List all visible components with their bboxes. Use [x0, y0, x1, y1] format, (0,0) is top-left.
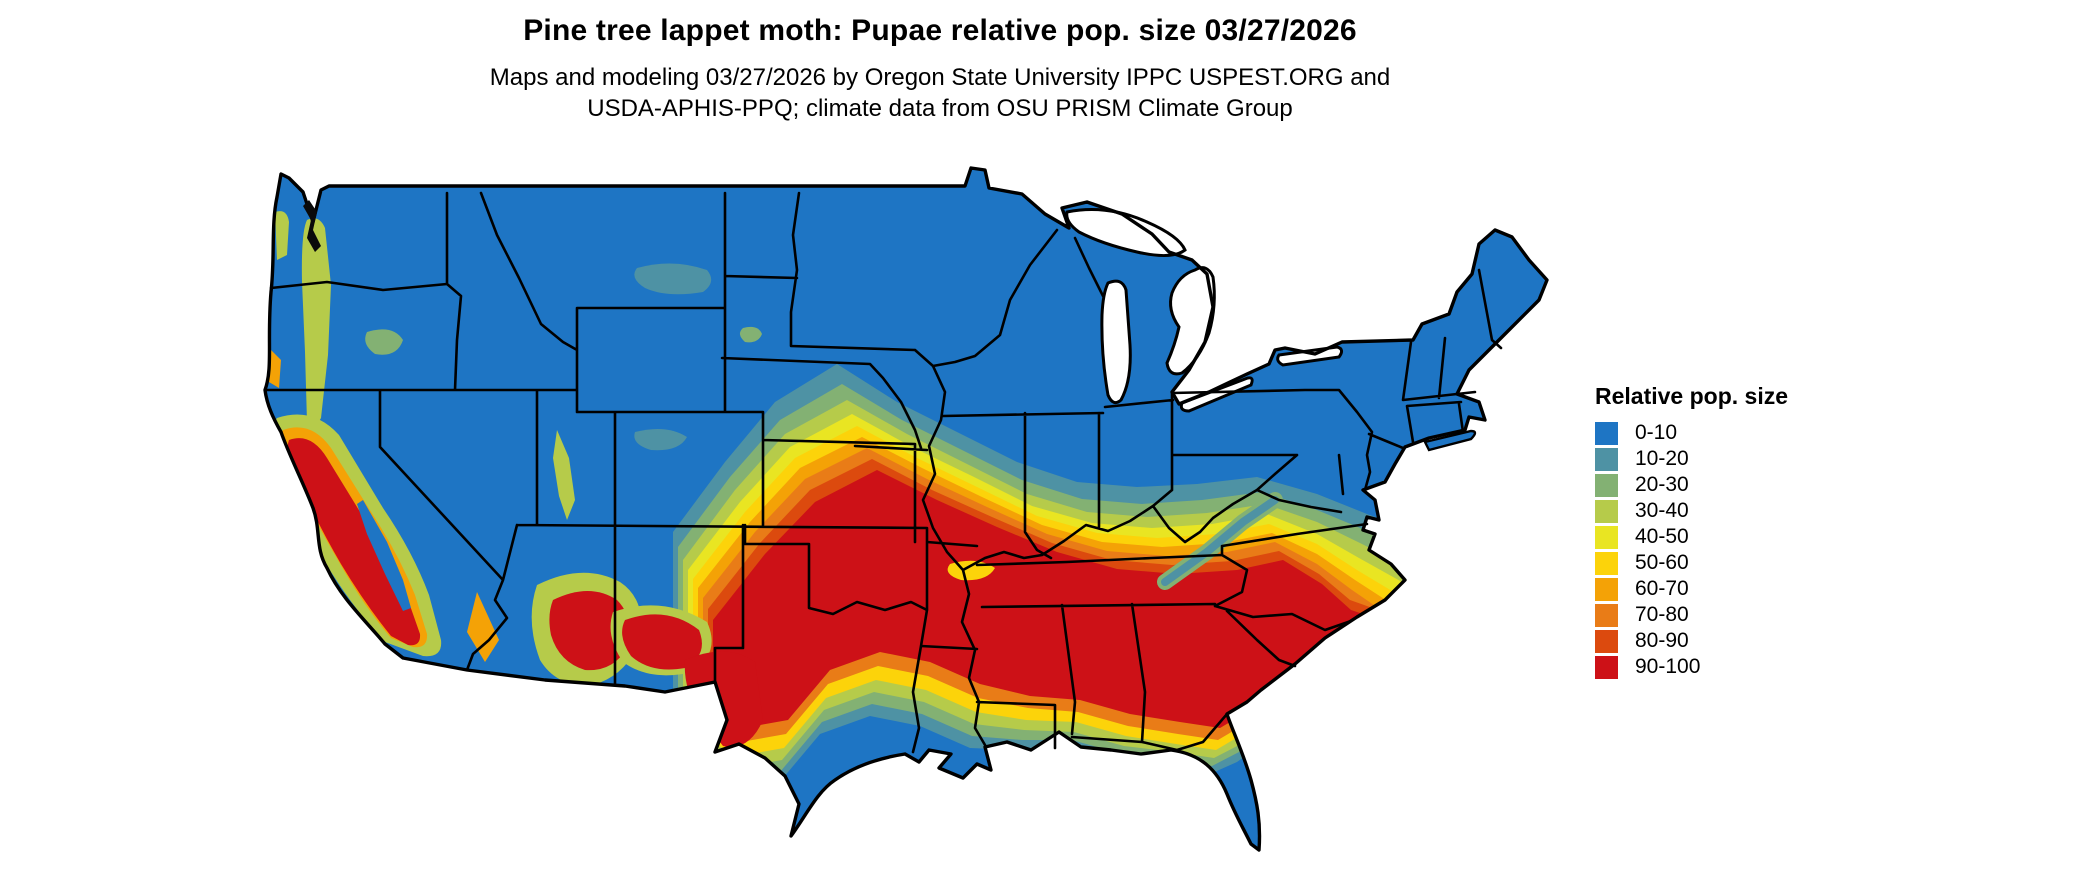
lake-superior: [1065, 208, 1187, 257]
legend-label: 30-40: [1635, 499, 1689, 522]
arizona-hotspot: [549, 591, 630, 671]
us-map-svg: [263, 166, 1549, 852]
legend-item: 50-60: [1595, 550, 1788, 576]
oregon-blue-mountains-patch: [365, 329, 403, 355]
legend-label: 10-20: [1635, 447, 1689, 470]
appalachian-cool-streak-inner: [1161, 496, 1279, 586]
california-hotspot: [287, 438, 421, 646]
legend-label: 60-70: [1635, 577, 1689, 600]
wasatch-patch: [553, 430, 575, 520]
legend-item: 30-40: [1595, 498, 1788, 524]
legend-label: 40-50: [1635, 525, 1689, 548]
legend-item: 0-10: [1595, 420, 1788, 446]
legend-swatch: [1595, 629, 1618, 653]
legend-label: 90-100: [1635, 655, 1701, 678]
lower-colorado-river-patch: [467, 592, 499, 662]
legend-label: 50-60: [1635, 551, 1689, 574]
legend-swatch: [1595, 421, 1618, 445]
west-texas-hotspot: [684, 651, 763, 747]
legend-item: 70-80: [1595, 602, 1788, 628]
legend-swatch: [1595, 525, 1618, 549]
montana-teal-patch: [634, 263, 712, 295]
legend-swatch: [1595, 655, 1618, 679]
lake-michigan: [1100, 279, 1132, 405]
lake-ontario: [1276, 345, 1344, 367]
great-lakes: [1065, 208, 1344, 413]
black-hills-patch: [739, 326, 762, 343]
header: Pine tree lappet moth: Pupae relative po…: [240, 14, 1640, 124]
legend-swatch: [1595, 473, 1618, 497]
legend-title: Relative pop. size: [1595, 383, 1789, 409]
legend-item: 40-50: [1595, 524, 1788, 550]
legend-swatch: [1595, 603, 1618, 627]
legend-label: 80-90: [1635, 629, 1689, 652]
washington-cascades-patch: [301, 218, 331, 426]
legend-label: 0-10: [1635, 421, 1678, 444]
sierra-nevada-cool-strip: [357, 500, 411, 611]
oregon-coast-patch: [269, 350, 281, 388]
legend-label: 70-80: [1635, 603, 1689, 626]
legend-swatch: [1595, 447, 1618, 471]
legend-item: 10-20: [1595, 446, 1788, 472]
legend-rows: 0-10 10-20 20-30 30-40 40-50 50-60 60-70…: [1595, 420, 1788, 680]
legend-swatch: [1595, 551, 1618, 575]
long-island: [1423, 429, 1477, 452]
new-mexico-hotspot: [622, 614, 702, 670]
lake-erie: [1179, 376, 1254, 413]
regional-hotspots: [269, 211, 1283, 747]
legend: Relative pop. size 0-10 10-20 20-30 30-4…: [1595, 383, 1788, 680]
legend-item: 90-100: [1595, 654, 1788, 680]
puget-sound-inlets: [303, 200, 321, 252]
legend-item: 80-90: [1595, 628, 1788, 654]
legend-swatch: [1595, 577, 1618, 601]
legend-swatch: [1595, 499, 1618, 523]
colorado-west-patch: [634, 428, 687, 451]
us-population-map: [215, 100, 1615, 890]
page-subtitle: Maps and modeling 03/27/2026 by Oregon S…: [489, 64, 1391, 122]
legend-item: 60-70: [1595, 576, 1788, 602]
legend-label: 20-30: [1635, 473, 1689, 496]
washington-coast-patch: [275, 211, 289, 260]
state-borders: [263, 191, 1503, 754]
legend-item: 20-30: [1595, 472, 1788, 498]
page-title: Pine tree lappet moth: Pupae relative po…: [523, 14, 1357, 47]
